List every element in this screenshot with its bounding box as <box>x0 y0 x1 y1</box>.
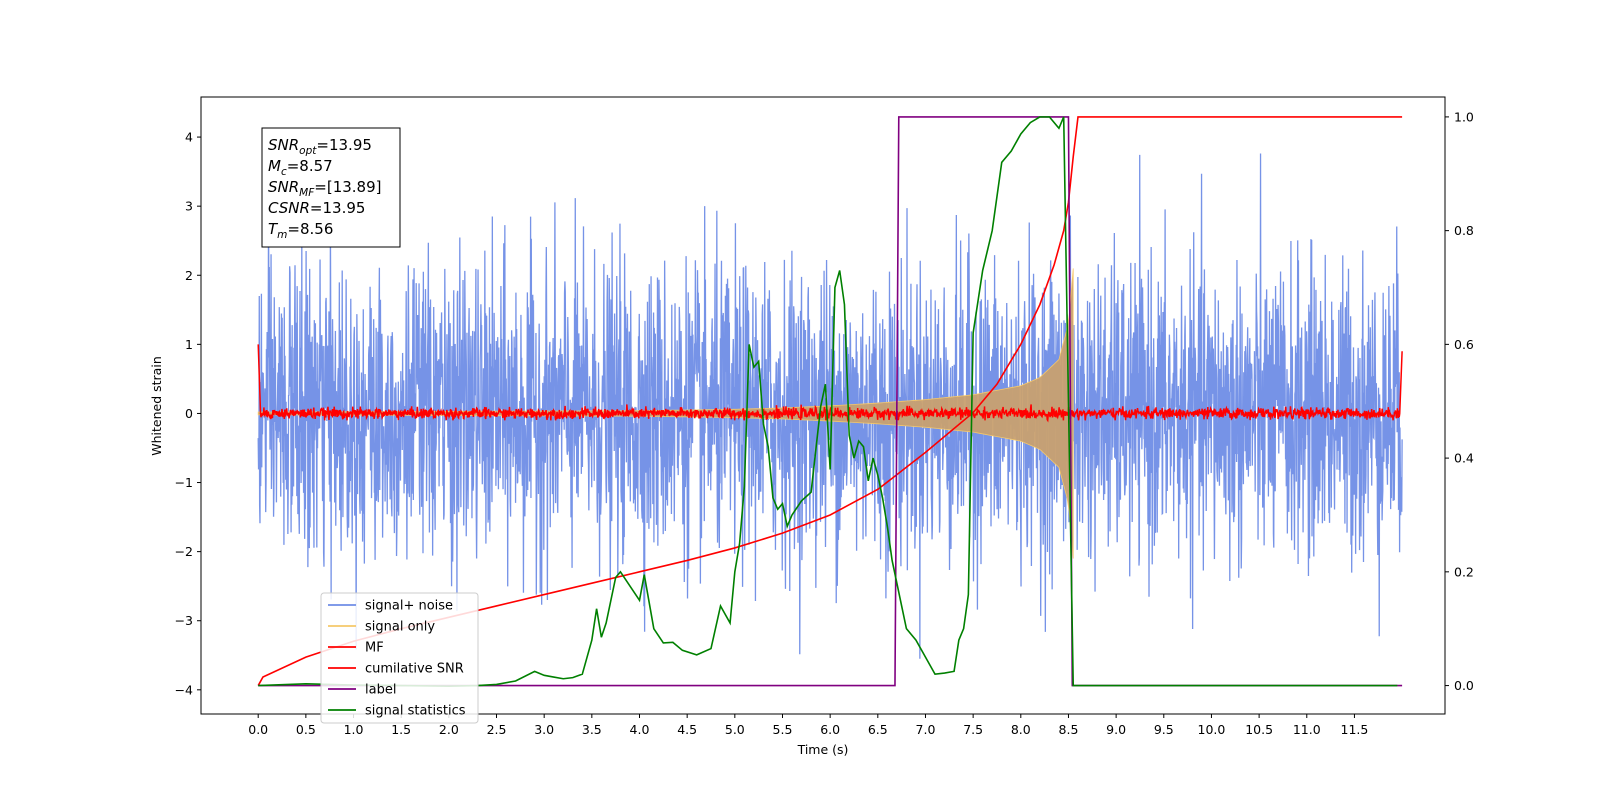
x-tick-label: 3.0 <box>534 722 554 737</box>
x-tick-label: 9.0 <box>1106 722 1126 737</box>
annotation-line: SNRMF=[13.89] <box>268 178 382 199</box>
plot-frame <box>200 96 1446 715</box>
x-tick-label: 6.5 <box>868 722 888 737</box>
annotation-value: =13.95 <box>316 136 372 154</box>
x-tick-label: 4.5 <box>677 722 697 737</box>
x-tick-label: 9.5 <box>1154 722 1174 737</box>
annotation-symbol: CSNR <box>268 199 310 217</box>
y-left-tick-label: 4 <box>185 130 193 145</box>
annotation-symbol: M <box>268 157 281 175</box>
y-right-tick-label: 0.8 <box>1454 223 1474 238</box>
x-tick-label: 0.0 <box>248 722 268 737</box>
y-axis-right-ticks: 1.0 0.8 0.6 0.4 0.2 0.0 <box>1445 109 1474 693</box>
legend-label: signal statistics <box>365 704 466 719</box>
annotation-value: =[13.89] <box>314 178 381 196</box>
annotation-symbol: SNR <box>268 178 299 196</box>
x-tick-label: 5.0 <box>725 722 745 737</box>
y-left-tick-label: −2 <box>175 544 193 559</box>
x-tick-label: 1.0 <box>344 722 364 737</box>
legend: signal+ noise signal only MF cumilative SNR… <box>320 592 479 724</box>
x-axis-ticks: 0.0 0.5 1.0 1.5 2.0 2.5 3.0 3.5 4.0 4.5 5.0 5.5 6.0 6… <box>248 714 1368 737</box>
series-mf <box>257 344 1403 423</box>
y-left-tick-label: −3 <box>175 613 193 628</box>
x-tick-label: 3.5 <box>582 722 602 737</box>
annotation-line: CSNR=13.95 <box>268 199 365 217</box>
x-tick-label: 11.0 <box>1293 722 1321 737</box>
x-tick-label: 0.5 <box>296 722 316 737</box>
y-left-tick-label: 1 <box>185 337 193 352</box>
annotation-box-frame <box>261 127 401 248</box>
y-left-tick-label: 3 <box>185 199 193 214</box>
x-tick-label: 4.0 <box>630 722 650 737</box>
series-signal-statistics <box>258 116 1398 687</box>
y-right-tick-label: 0.6 <box>1454 337 1474 352</box>
x-tick-label: 6.0 <box>820 722 840 737</box>
legend-label: cumilative SNR <box>365 662 464 677</box>
y-left-tick-label: −4 <box>175 682 193 697</box>
y-left-tick-label: −1 <box>175 475 193 490</box>
x-tick-label: 11.5 <box>1341 722 1369 737</box>
annotation-subscript: opt <box>299 145 317 157</box>
y-left-tick-label: 0 <box>185 406 193 421</box>
legend-label: label <box>365 683 396 698</box>
x-tick-label: 5.5 <box>773 722 793 737</box>
y-left-tick-label: 2 <box>185 268 193 283</box>
y-right-tick-label: 0.2 <box>1454 564 1474 579</box>
y-axis-label: Whitened strain <box>149 356 164 455</box>
annotation-symbol: T <box>268 220 279 238</box>
x-tick-label: 2.0 <box>439 722 459 737</box>
annotation-line: SNRopt=13.95 <box>268 136 372 157</box>
annotation-value: =8.56 <box>287 220 333 238</box>
x-axis-label: Time (s) <box>797 742 849 757</box>
y-right-tick-label: 1.0 <box>1454 109 1474 124</box>
annotation-subscript: c <box>281 166 287 178</box>
x-tick-label: 1.5 <box>391 722 411 737</box>
legend-label: signal only <box>365 620 435 635</box>
annotation-line: Tm=8.56 <box>268 220 333 241</box>
annotation-subscript: m <box>277 229 287 241</box>
legend-frame <box>320 592 479 724</box>
x-tick-label: 7.5 <box>963 722 983 737</box>
legend-label: signal+ noise <box>365 599 453 614</box>
annotation-symbol: SNR <box>268 136 299 154</box>
annotation-line: Mc=8.57 <box>268 157 333 178</box>
x-tick-label: 2.5 <box>487 722 507 737</box>
y-right-tick-label: 0.0 <box>1454 678 1474 693</box>
legend-label: MF <box>365 641 384 656</box>
x-tick-label: 8.5 <box>1059 722 1079 737</box>
x-tick-label: 8.0 <box>1011 722 1031 737</box>
annotation-subscript: MF <box>299 187 315 199</box>
x-tick-label: 10.5 <box>1245 722 1273 737</box>
annotation-value: =13.95 <box>310 199 366 217</box>
annotation-box: SNRopt=13.95Mc=8.57SNRMF=[13.89]CSNR=13.… <box>261 127 401 248</box>
x-tick-label: 7.0 <box>916 722 936 737</box>
x-tick-label: 10.0 <box>1198 722 1226 737</box>
y-right-tick-label: 0.4 <box>1454 451 1474 466</box>
y-axis-left-ticks: 4 3 2 1 0 −1 −2 −3 −4 <box>175 130 201 697</box>
annotation-value: =8.57 <box>287 157 333 175</box>
